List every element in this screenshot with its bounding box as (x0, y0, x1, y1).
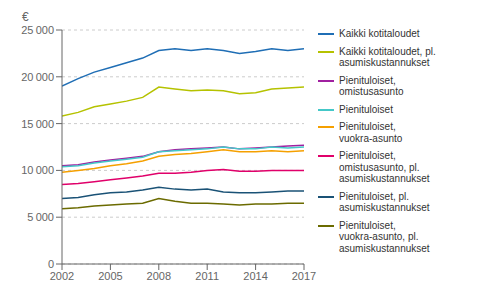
html-text:Pienituloiset: Pienituloiset (339, 103, 393, 115)
svg-text:2002: 2002 (50, 270, 74, 282)
svg-text:5 000: 5 000 (27, 211, 54, 223)
html-text:Kaikki kotitaloudet, pl. asumi: Kaikki kotitaloudet, pl. asumiskustannuk… (339, 45, 436, 68)
svg-text:10 000: 10 000 (21, 164, 54, 176)
svg-text:2017: 2017 (292, 270, 316, 282)
svg-text:2005: 2005 (98, 270, 122, 282)
svg-text:20 000: 20 000 (21, 71, 54, 83)
html-text:Pienituloiset, omistusasunto,: Pienituloiset, omistusasunto, pl. asumis… (339, 150, 430, 184)
html-text:Pienituloiset, vuokra-asunto: Pienituloiset, vuokra-asunto (339, 121, 403, 144)
svg-text:2008: 2008 (147, 270, 171, 282)
html-text:Pienituloiset, vuokra-asunto,: Pienituloiset, vuokra-asunto, pl. asumis… (339, 219, 430, 254)
html-text:Pienituloiset, pl. asumiskusta: Pienituloiset, pl. asumiskustannukset (339, 190, 430, 213)
svg-text:2011: 2011 (195, 270, 219, 282)
html-text:Kaikki kotitaloudet: Kaikki kotitaloudet (339, 28, 420, 39)
svg-text:25 000: 25 000 (21, 24, 54, 36)
svg-text:0: 0 (48, 258, 54, 270)
svg-text:2014: 2014 (243, 270, 267, 282)
svg-text:15 000: 15 000 (21, 118, 54, 130)
html-text:Pienituloiset, omistusasunto: Pienituloiset, omistusasunto (339, 74, 404, 97)
